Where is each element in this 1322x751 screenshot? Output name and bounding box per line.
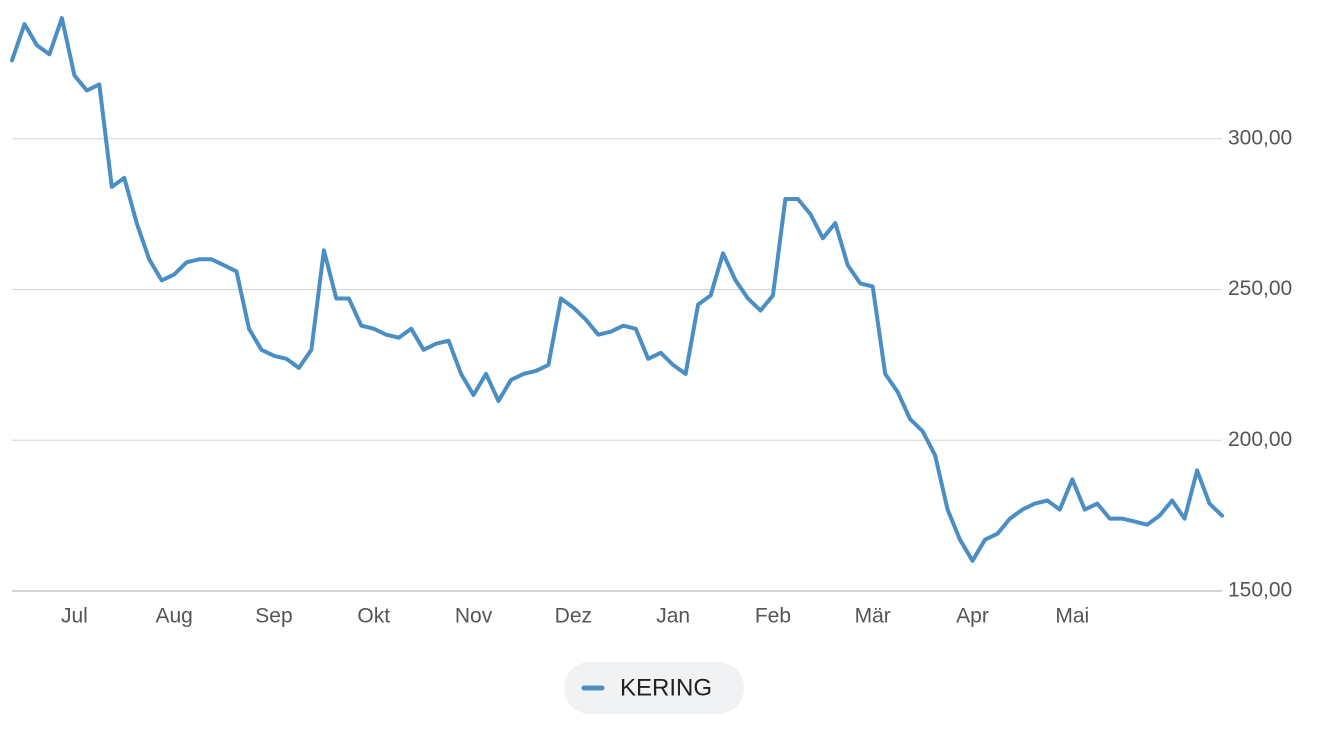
price-line [10, 16, 1224, 563]
x-tick-label: Jan [656, 605, 690, 628]
x-tick-label: Okt [357, 605, 390, 628]
y-tick-label: 150,00 [1228, 579, 1292, 602]
y-tick-label: 300,00 [1228, 126, 1292, 149]
x-tick-label: Feb [755, 605, 791, 628]
x-tick-label: Aug [155, 605, 192, 628]
x-tick-label: Mai [1055, 605, 1089, 628]
x-tick-label: Jul [61, 605, 88, 628]
x-tick-label: Dez [555, 605, 592, 628]
legend-label: KERING [620, 674, 712, 701]
legend-pill[interactable] [564, 662, 744, 714]
y-tick-label: 250,00 [1228, 277, 1292, 300]
x-tick-label: Sep [255, 605, 292, 628]
y-tick-label: 200,00 [1228, 428, 1292, 451]
x-tick-label: Apr [956, 605, 989, 628]
x-tick-label: Nov [455, 605, 493, 628]
x-tick-label: Mär [855, 605, 891, 628]
